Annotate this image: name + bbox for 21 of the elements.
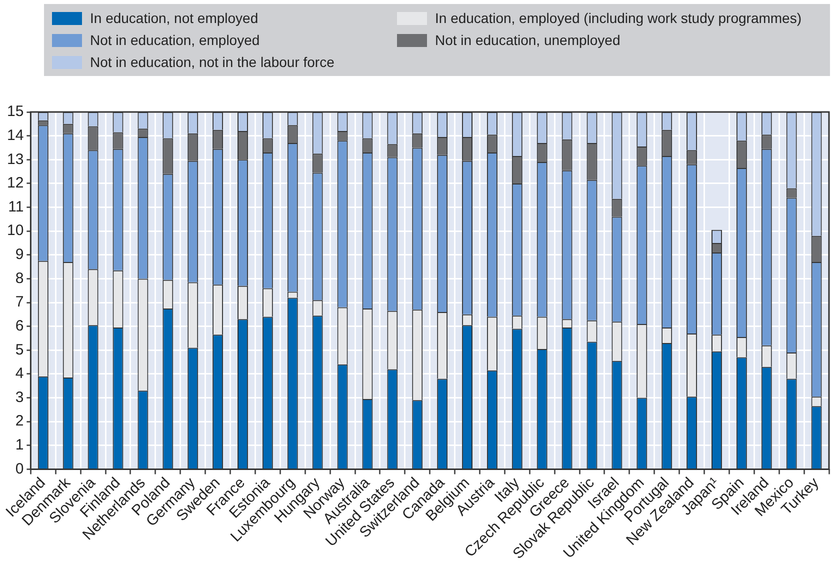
y-tick-label: 9 bbox=[15, 246, 24, 264]
legend-label: Not in education, unemployed bbox=[435, 32, 620, 48]
legend-label: Not in education, not in the labour force bbox=[90, 54, 334, 70]
y-tick-label: 0 bbox=[15, 460, 24, 478]
legend-label: In education, not employed bbox=[90, 10, 258, 26]
y-tick-label: 8 bbox=[15, 270, 24, 287]
y-tick-label: 5 bbox=[15, 341, 24, 358]
y-tick-label: 15 bbox=[6, 103, 24, 120]
y-tick-label: 6 bbox=[15, 317, 24, 334]
y-tick-label: 13 bbox=[6, 150, 24, 168]
y-tick-label: 2 bbox=[15, 412, 24, 430]
legend-label: In education, employed (including work study programmes) bbox=[435, 10, 802, 26]
y-tick-label: 4 bbox=[15, 365, 24, 382]
y-tick-label: 11 bbox=[8, 198, 24, 216]
y-tick-label: 14 bbox=[6, 126, 24, 144]
y-tick-label: 3 bbox=[15, 388, 24, 406]
y-tick-label: 10 bbox=[6, 222, 24, 240]
legend-label: Not in education, employed bbox=[90, 32, 260, 48]
y-tick-label: 1 bbox=[15, 436, 24, 454]
y-tick-label: 7 bbox=[15, 294, 24, 311]
y-tick-label: 12 bbox=[6, 174, 24, 192]
